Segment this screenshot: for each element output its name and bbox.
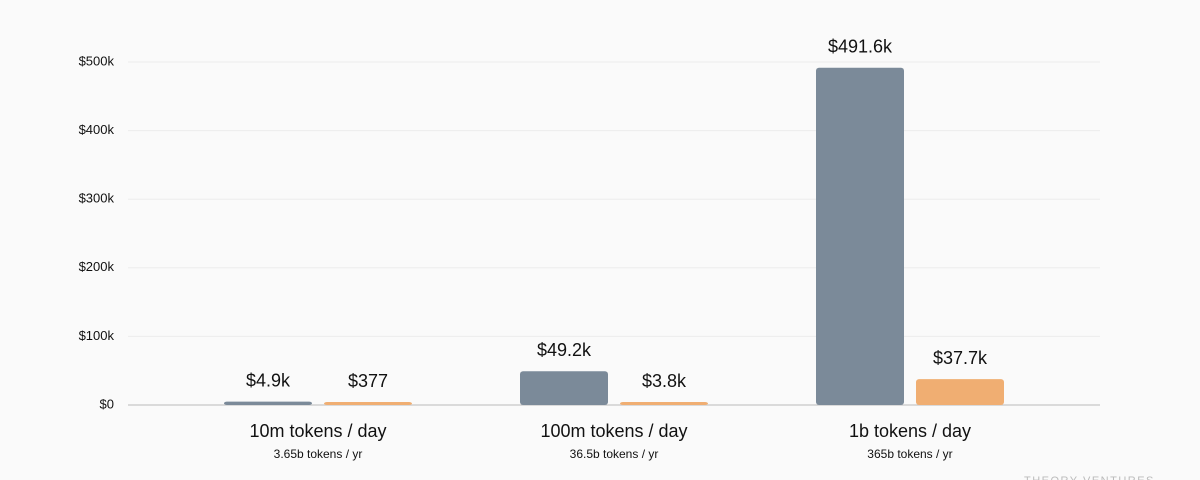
bar bbox=[916, 379, 1004, 405]
x-tick-label: 10m tokens / day bbox=[249, 421, 386, 441]
x-tick-label: 1b tokens / day bbox=[849, 421, 971, 441]
x-tick-label: 100m tokens / day bbox=[540, 421, 687, 441]
value-label: $491.6k bbox=[828, 37, 893, 57]
value-label: $3.8k bbox=[642, 371, 687, 391]
watermark: THEORY VENTURES bbox=[1024, 475, 1155, 480]
y-tick-label: $300k bbox=[79, 191, 115, 206]
y-tick-label: $200k bbox=[79, 259, 115, 274]
y-tick-label: $400k bbox=[79, 122, 115, 137]
x-tick-sublabel: 36.5b tokens / yr bbox=[570, 447, 659, 461]
bar bbox=[324, 402, 412, 405]
bar bbox=[620, 402, 708, 405]
y-tick-label: $100k bbox=[79, 328, 115, 343]
y-tick-label: $0 bbox=[100, 396, 114, 411]
bar bbox=[520, 371, 608, 405]
x-tick-sublabel: 3.65b tokens / yr bbox=[274, 447, 363, 461]
value-label: $4.9k bbox=[246, 370, 291, 390]
value-label: $377 bbox=[348, 371, 388, 391]
bar bbox=[816, 67, 904, 406]
value-label: $37.7k bbox=[933, 348, 988, 368]
y-tick-label: $500k bbox=[79, 53, 115, 68]
x-tick-sublabel: 365b tokens / yr bbox=[867, 447, 952, 461]
bar bbox=[224, 401, 312, 405]
value-label: $49.2k bbox=[537, 340, 592, 360]
